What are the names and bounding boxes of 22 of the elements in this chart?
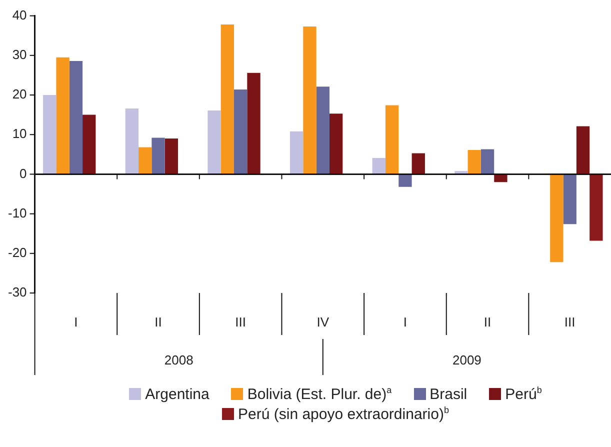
x-tick-label: II <box>154 314 162 330</box>
x-tick-label: II <box>484 314 492 330</box>
y-tick-label: 0 <box>20 166 27 181</box>
legend-label: Perú$^{b}$ <box>505 385 542 403</box>
y-tick-label: 10 <box>12 126 27 142</box>
y-tick-label: 40 <box>12 7 27 22</box>
x-tick-label: III <box>564 314 576 330</box>
text: 2008 <box>164 352 194 368</box>
y-tick-label: 30 <box>12 46 27 62</box>
y-tick-label: -30 <box>8 284 27 300</box>
x-tick-label: III <box>235 314 246 330</box>
legend-label: Perú (sin apoyo extraordinario)$^{b}$ <box>238 405 449 423</box>
x-tick-label: I <box>403 314 408 330</box>
x-tick-label: I <box>74 314 78 330</box>
legend-label: Argentina <box>145 386 210 402</box>
y-tick-label: 20 <box>12 86 27 102</box>
x-tick-label: IV <box>316 314 330 330</box>
legend-label: Brasil <box>430 386 468 402</box>
legend-label: Bolivia (Est. Plur. de)$^{a}$ <box>247 385 392 403</box>
y-tick-label: -10 <box>8 205 27 220</box>
text: 2009 <box>452 352 482 368</box>
y-tick-label: -20 <box>8 244 27 260</box>
